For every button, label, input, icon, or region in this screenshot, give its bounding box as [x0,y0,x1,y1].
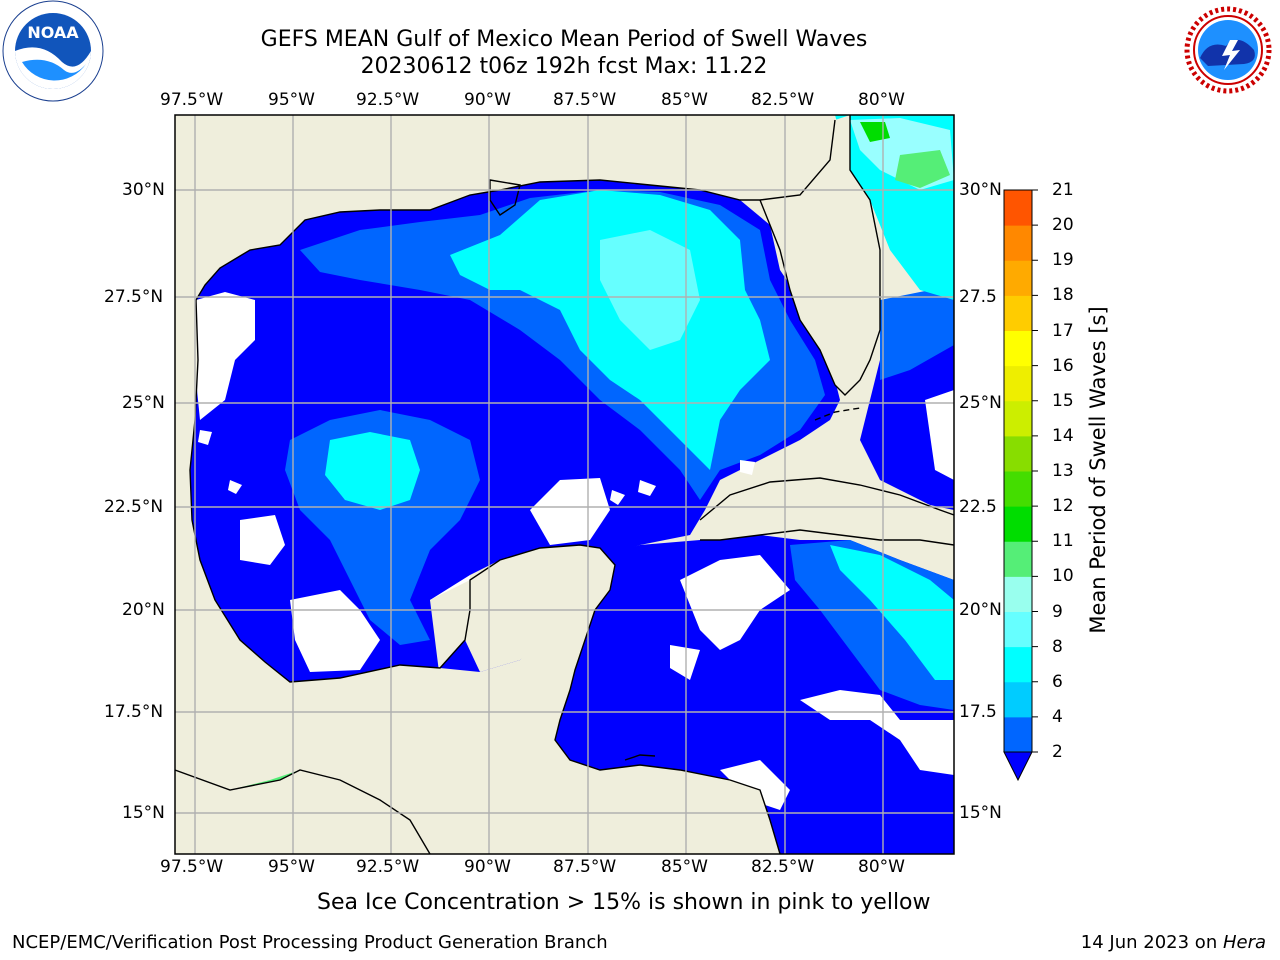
colorbar [1003,189,1038,782]
colorbar-segment [1004,190,1032,226]
lat-label-right: 17.5 [959,702,997,722]
colorbar-tick-label: 9 [1052,601,1063,622]
central-america-land [430,760,780,854]
colorbar-segment [1004,506,1032,542]
lon-label-top: 85°W [661,90,708,110]
swell-band-8b [600,230,700,350]
sea-ice-caption: Sea Ice Concentration > 15% is shown in … [317,890,931,915]
colorbar-tick-label: 11 [1052,531,1074,552]
colorbar-segment [1004,260,1032,296]
lat-label-right: 20°N [959,600,1002,620]
lon-label-top: 95°W [268,90,315,110]
colorbar-segment [1004,435,1032,472]
colorbar-segment [1004,471,1032,507]
colorbar-tick-label: 19 [1052,250,1074,271]
colorbar-segment [1004,576,1032,612]
graticule [175,115,954,854]
colorbar-segment [1004,330,1032,367]
colorbar-tick-label: 8 [1052,636,1063,657]
colorbar-segment [1004,365,1032,402]
colorbar-segment [1004,225,1032,261]
lon-label-top: 80°W [858,90,905,110]
lon-label-bottom: 87.5°W [553,857,617,877]
colorbar-tick-label: 16 [1052,355,1074,376]
lat-label-left: 25°N [122,393,165,413]
lon-label-bottom: 82.5°W [751,857,815,877]
colorbar-tick-label: 13 [1052,461,1074,481]
cuba-land [700,478,954,545]
lat-label-right: 22.5 [959,497,997,517]
lon-label-bottom: 95°W [268,857,315,877]
lon-label-top: 87.5°W [553,90,617,110]
coastlines [175,115,954,854]
footer-date: 14 Jun 2023 on [1080,932,1223,953]
nws-logo [1178,0,1278,100]
yucatan-land [175,545,615,854]
colorbar-tick-label: 2 [1052,742,1063,762]
map-field [175,115,954,854]
noaa-logo-text: NOAA [27,23,79,42]
colorbar-tick-label: 18 [1052,285,1074,306]
colorbar-tick-label: 20 [1052,215,1074,236]
colorbar-segment [1004,681,1032,718]
swell-band-9 [895,150,950,188]
lon-label-bottom: 97.5°W [160,857,224,877]
colorbar-tick-label: 6 [1052,671,1063,692]
lat-label-left: 17.5°N [104,702,164,722]
footer-host: Hera [1222,932,1266,953]
lat-label-left: 15°N [122,803,165,823]
lon-label-bottom: 80°W [858,857,905,877]
noaa-logo: NOAA [2,0,104,102]
colorbar-tick-label: 10 [1052,566,1074,587]
colorbar-segment [1004,541,1032,577]
chart-title: GEFS MEAN Gulf of Mexico Mean Period of … [260,27,868,52]
lat-label-left: 30°N [122,180,165,200]
mexico-land [175,460,470,770]
colorbar-tick-label: 14 [1052,425,1074,446]
colorbar-tick-label: 17 [1052,320,1074,341]
lon-label-top: 92.5°W [356,90,420,110]
colorbar-tick-label: 4 [1052,706,1063,727]
footer-right: 14 Jun 2023 on Hera [1081,932,1266,953]
lon-label-bottom: 85°W [661,857,708,877]
lat-label-left: 22.5°N [104,497,164,517]
lon-label-top: 90°W [464,90,511,110]
lon-label-bottom: 90°W [464,857,511,877]
map-frame [174,114,955,855]
hispaniola-land [940,518,954,545]
lat-label-right: 25°N [959,393,1002,413]
lon-label-top: 97.5°W [160,90,224,110]
lat-label-left: 27.5°N [104,287,164,307]
florida-land [760,115,880,395]
colorbar-under-extension [1003,751,1033,782]
swell-band-6c [830,545,954,680]
colorbar-title: Mean Period of Swell Waves [s] [1086,306,1110,634]
colorbar-tick-label: 12 [1052,496,1074,517]
lat-label-right: 30°N [959,180,1002,200]
colorbar-tick-label: 15 [1052,390,1074,411]
footer-left: NCEP/EMC/Verification Post Processing Pr… [12,932,608,953]
lat-label-left: 20°N [122,600,165,620]
colorbar-tick-label: 21 [1052,180,1074,200]
colorbar-segment [1004,646,1032,683]
colorbar-segment [1004,295,1032,331]
lon-label-bottom: 92.5°W [356,857,420,877]
lat-label-right: 27.5 [959,287,997,307]
lon-label-top: 82.5°W [751,90,815,110]
lat-label-right: 15°N [959,803,1002,823]
colorbar-segment [1004,716,1032,753]
colorbar-segment [1004,400,1032,437]
swell-band-6b [325,432,420,510]
swell-band-4d [880,280,954,380]
chart-subtitle: 20230612 t06z 192h fcst Max: 11.22 [360,54,768,79]
colorbar-segment [1004,611,1032,648]
